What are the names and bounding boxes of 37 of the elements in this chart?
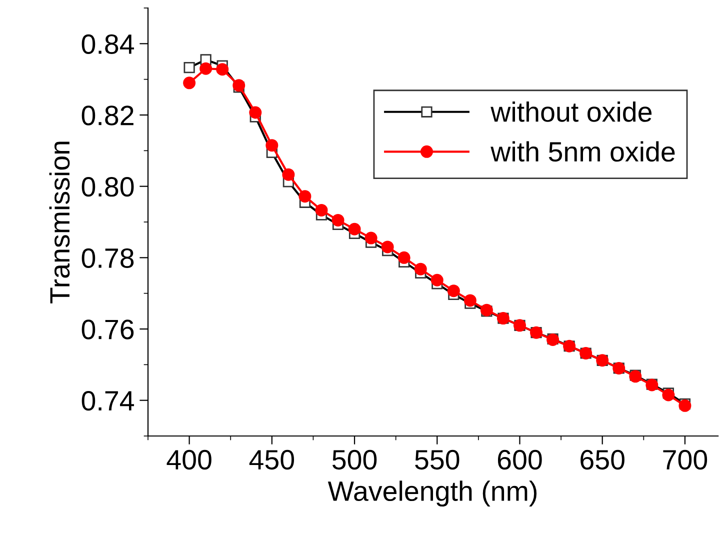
x-tick-label: 450 <box>249 450 294 470</box>
point <box>381 240 394 254</box>
point <box>216 63 229 76</box>
x-tick-label: 550 <box>415 450 460 470</box>
point <box>430 274 444 286</box>
point <box>232 79 246 92</box>
y-tick-label: 0.80 <box>82 177 134 197</box>
point <box>662 388 675 402</box>
x-tick-label: 600 <box>498 450 542 470</box>
x-tick-label: 650 <box>580 450 624 470</box>
point <box>282 168 295 181</box>
point <box>249 106 262 119</box>
y-tick-label: 0.78 <box>82 248 134 268</box>
point <box>183 76 196 90</box>
point <box>364 232 378 244</box>
legend-label: without oxide <box>490 101 652 122</box>
point <box>414 262 427 276</box>
point <box>678 399 692 412</box>
legend-label: with 5nm oxide <box>490 141 675 162</box>
point <box>315 204 328 216</box>
x-tick-label: 400 <box>166 450 212 470</box>
y-axis-title: Transmission <box>49 142 70 304</box>
point <box>398 251 410 264</box>
x-axis-title: Wavelength (nm) <box>328 480 537 507</box>
y-tick-label: 0.82 <box>82 106 134 126</box>
point <box>200 62 212 75</box>
y-tick-label: 0.76 <box>82 320 134 340</box>
y-tick-label: 0.84 <box>82 34 134 54</box>
point <box>447 284 460 298</box>
x-tick-label: 500 <box>332 450 377 470</box>
point <box>348 222 361 236</box>
point <box>266 139 278 152</box>
point <box>298 190 312 203</box>
x-tick-label: 700 <box>663 450 708 470</box>
y-tick-label: 0.74 <box>82 391 134 411</box>
point <box>332 214 344 226</box>
point <box>464 294 476 307</box>
